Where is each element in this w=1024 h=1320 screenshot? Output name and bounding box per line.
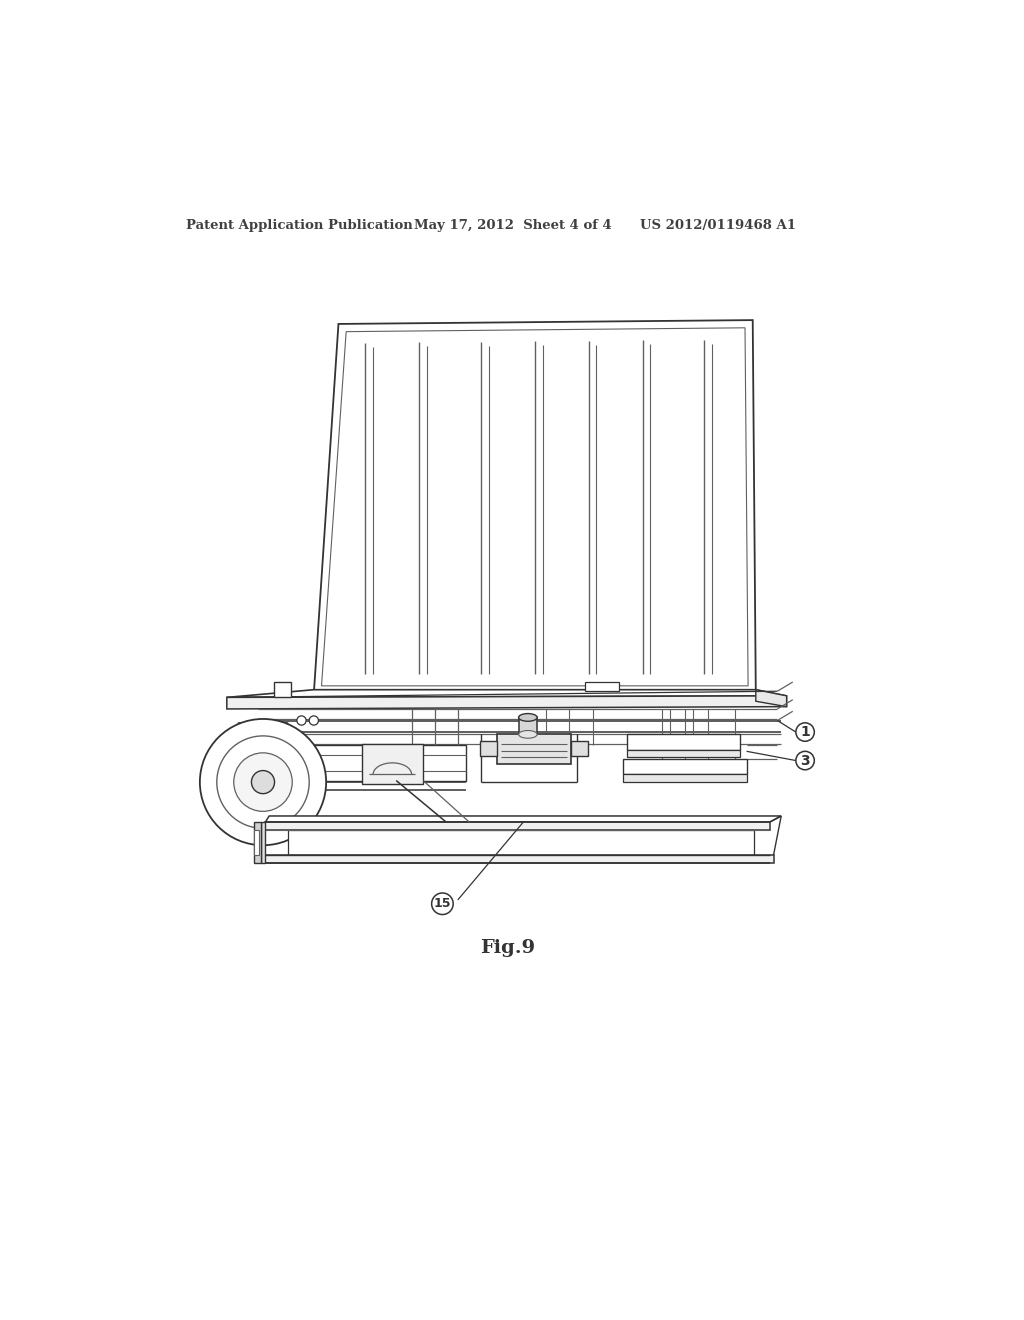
Circle shape [309, 715, 318, 725]
Text: 1: 1 [800, 725, 810, 739]
Polygon shape [289, 830, 755, 855]
Text: Fig.9: Fig.9 [480, 939, 536, 957]
Polygon shape [226, 689, 786, 697]
Circle shape [297, 715, 306, 725]
Bar [273, 682, 291, 697]
Circle shape [217, 737, 309, 829]
Text: US 2012/0119468 A1: US 2012/0119468 A1 [640, 219, 797, 231]
Text: 15: 15 [433, 898, 452, 911]
Polygon shape [497, 734, 571, 763]
Polygon shape [233, 723, 292, 739]
Polygon shape [265, 816, 781, 822]
Polygon shape [261, 822, 265, 863]
Polygon shape [628, 750, 740, 758]
Polygon shape [361, 743, 423, 784]
Polygon shape [518, 718, 538, 734]
Polygon shape [624, 775, 746, 781]
Circle shape [432, 894, 454, 915]
Ellipse shape [518, 730, 538, 738]
Circle shape [796, 751, 814, 770]
Bar [585, 682, 618, 692]
Polygon shape [226, 696, 786, 709]
Polygon shape [322, 327, 749, 686]
Polygon shape [243, 744, 466, 780]
Text: May 17, 2012  Sheet 4 of 4: May 17, 2012 Sheet 4 of 4 [414, 219, 611, 231]
Polygon shape [265, 822, 770, 830]
Ellipse shape [518, 714, 538, 721]
Circle shape [796, 723, 814, 742]
Polygon shape [628, 734, 740, 750]
Polygon shape [571, 741, 588, 756]
Circle shape [200, 719, 326, 845]
Polygon shape [624, 759, 746, 775]
Polygon shape [313, 321, 756, 693]
Polygon shape [254, 822, 261, 863]
Polygon shape [756, 689, 786, 706]
Circle shape [252, 771, 274, 793]
Text: Patent Application Publication: Patent Application Publication [186, 219, 413, 231]
Circle shape [233, 752, 292, 812]
Polygon shape [261, 855, 773, 863]
Polygon shape [254, 830, 259, 855]
Text: 3: 3 [801, 754, 810, 767]
Polygon shape [480, 741, 497, 756]
